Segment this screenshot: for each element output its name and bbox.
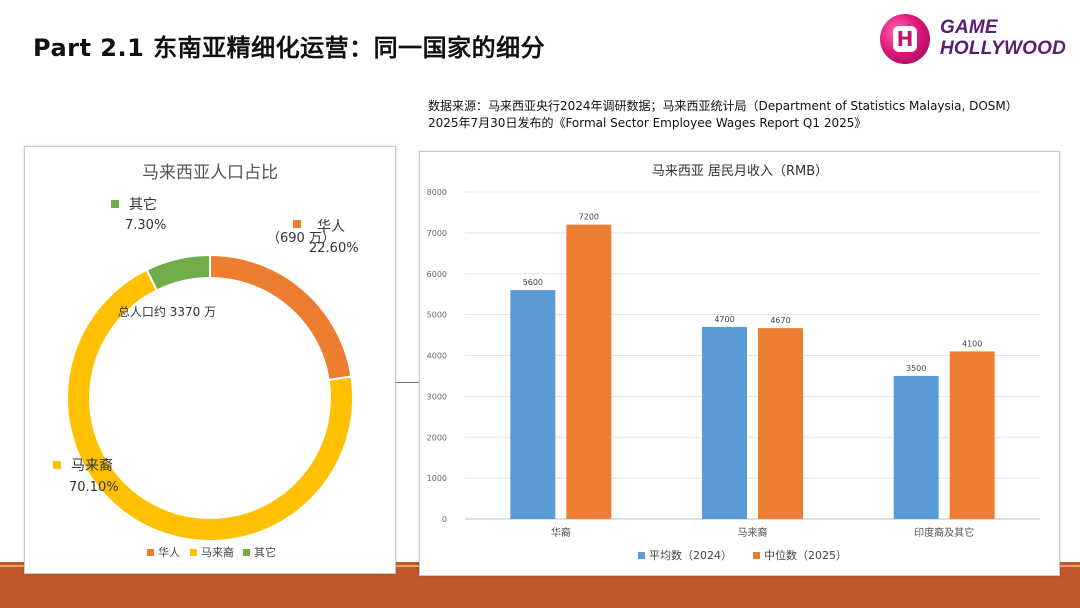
bar-label-2-0: 3500	[906, 364, 926, 373]
population-chart-panel: 马来西亚人口占比 总人口约 3370 万 华人 （690 万） 22.60% 其…	[24, 146, 396, 574]
bar-2-1	[949, 351, 995, 519]
source-line-2: 2025年7月30日发布的《Formal Sector Employee Wag…	[428, 116, 867, 130]
bar-label-0-1: 7200	[579, 213, 599, 222]
bar-0-0	[510, 290, 556, 519]
y-tick-label-2000: 2000	[427, 433, 447, 442]
slice-label-malay-pct: 70.10%	[69, 480, 119, 495]
data-source-note: 数据来源：马来西亚央行2024年调研数据；马来西亚统计局（Department …	[428, 98, 1018, 132]
income-chart-panel: 马来西亚 居民月收入（RMB） 0 1000 2000 3000 4000 5000 600…	[419, 151, 1060, 576]
slice-label-chinese-note: （690 万）	[267, 231, 335, 246]
source-line-1: 数据来源：马来西亚央行2024年调研数据；马来西亚统计局（Department …	[428, 99, 1018, 113]
label-marker-other	[111, 200, 119, 208]
legend-marker-malay	[190, 549, 197, 556]
bars	[510, 224, 995, 519]
bar-legend: 平均数（2024） 中位数（2025）	[638, 548, 847, 562]
y-tick-label-0: 0	[442, 515, 447, 524]
logo-text-line1: GAME	[940, 17, 998, 38]
donut-center-label: 总人口约 3370 万	[118, 304, 216, 319]
bar-1-1	[758, 328, 803, 519]
donut-title: 马来西亚人口占比	[142, 163, 278, 183]
slice-label-chinese-pct: 22.60%	[309, 241, 359, 256]
donut-slices	[66, 253, 354, 542]
y-axis-ticks: 0 1000 2000 3000 4000 5000 6000 7000 8000	[427, 188, 447, 524]
population-donut-chart: 马来西亚人口占比 总人口约 3370 万 华人 （690 万） 22.60% 其…	[53, 163, 359, 559]
bar-label-1-0: 4700	[714, 315, 734, 324]
slice-label-other-name: 其它	[129, 196, 157, 213]
x-axis-ticks: 华裔 马来裔 印度裔及其它	[551, 526, 974, 539]
connector-line	[394, 382, 419, 383]
logo-letter: H	[893, 26, 917, 52]
legend-marker-1	[753, 552, 760, 559]
legend-label-malay: 马来裔	[201, 545, 234, 559]
logo-badge-icon: H	[880, 14, 930, 64]
x-tick-label-1: 马来裔	[738, 526, 768, 539]
y-tick-label-8000: 8000	[427, 188, 447, 197]
legend-label-other: 其它	[254, 545, 276, 559]
legend-label-1: 中位数（2025）	[764, 548, 847, 562]
bar-grid	[465, 191, 1040, 520]
x-tick-label-0: 华裔	[551, 526, 571, 539]
slice-label-chinese-name: 华人	[317, 219, 345, 235]
legend-marker-chinese	[147, 549, 154, 556]
y-tick-label-5000: 5000	[427, 311, 447, 320]
bar-label-0-0: 5600	[523, 278, 543, 287]
legend-label-0: 平均数（2024）	[649, 549, 732, 562]
page-title: Part 2.1 东南亚精细化运营：同一国家的细分	[33, 34, 546, 62]
donut-slice-0	[209, 253, 353, 382]
legend-label-chinese: 华人	[158, 545, 180, 559]
y-tick-label-7000: 7000	[427, 229, 447, 238]
label-marker-malay	[53, 461, 61, 469]
slice-label-malay-name: 马来裔	[71, 457, 113, 474]
label-marker-chinese	[293, 220, 301, 228]
bar-1-0	[702, 326, 747, 519]
logo-text: GAME HOLLYWOOD	[940, 17, 1066, 59]
bar-chart-title: 马来西亚 居民月收入（RMB）	[652, 164, 828, 179]
y-tick-label-1000: 1000	[427, 474, 447, 483]
bar-label-1-1: 4670	[770, 316, 790, 325]
income-bar-chart: 马来西亚 居民月收入（RMB） 0 1000 2000 3000 4000 5000 600…	[427, 164, 1040, 562]
bar-2-0	[893, 375, 939, 519]
legend-marker-0	[638, 552, 645, 559]
bar-data-labels: 5600 7200 4700 4670 3500 4100	[523, 213, 983, 373]
donut-slice-2	[145, 253, 211, 292]
game-hollywood-logo: H GAME HOLLYWOOD	[880, 14, 1066, 64]
logo-text-line2: HOLLYWOOD	[940, 38, 1066, 59]
bar-label-2-1: 4100	[962, 339, 982, 348]
y-tick-label-3000: 3000	[427, 392, 447, 401]
bar-0-1	[566, 224, 612, 519]
slice-label-other-pct: 7.30%	[125, 218, 166, 233]
legend-marker-other	[243, 549, 250, 556]
x-tick-label-2: 印度裔及其它	[914, 526, 974, 539]
donut-slice-1	[66, 268, 354, 542]
y-tick-label-6000: 6000	[427, 270, 447, 279]
y-tick-label-4000: 4000	[427, 352, 447, 361]
